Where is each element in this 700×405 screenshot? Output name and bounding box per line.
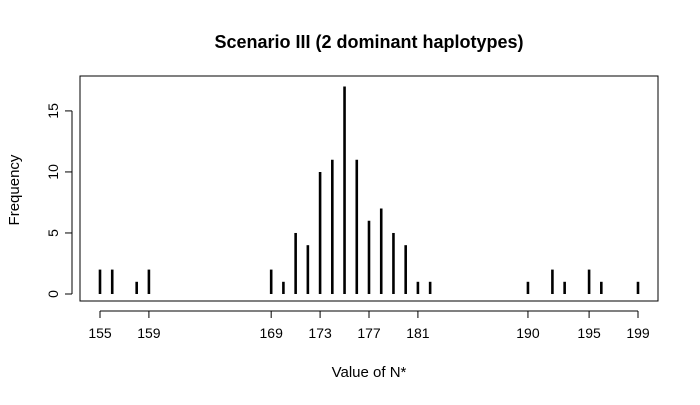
bars-group bbox=[98, 86, 640, 294]
x-tick-label-181: 181 bbox=[406, 325, 430, 341]
x-tick-label-173: 173 bbox=[308, 325, 332, 341]
y-tick-label-15: 15 bbox=[45, 103, 61, 119]
x-axis-label: Value of N* bbox=[332, 364, 407, 381]
chart-title: Scenario III (2 dominant haplotypes) bbox=[214, 32, 523, 52]
x-axis: 155 159 169 173 177 181 190 195 199 bbox=[88, 310, 650, 341]
x-tick-label-155: 155 bbox=[88, 325, 112, 341]
y-tick-label-10: 10 bbox=[45, 164, 61, 180]
x-tick-label-190: 190 bbox=[516, 325, 540, 341]
y-axis-label: Frequency bbox=[6, 154, 23, 225]
y-tick-label-0: 0 bbox=[45, 290, 61, 298]
plot-frame bbox=[79, 75, 659, 302]
x-tick-label-177: 177 bbox=[357, 325, 381, 341]
y-tick-label-5: 5 bbox=[45, 229, 61, 237]
x-tick-label-169: 169 bbox=[260, 325, 284, 341]
y-axis: 0 5 10 15 bbox=[45, 103, 73, 298]
x-tick-label-159: 159 bbox=[137, 325, 161, 341]
x-tick-label-195: 195 bbox=[577, 325, 601, 341]
x-tick-label-199: 199 bbox=[626, 325, 650, 341]
